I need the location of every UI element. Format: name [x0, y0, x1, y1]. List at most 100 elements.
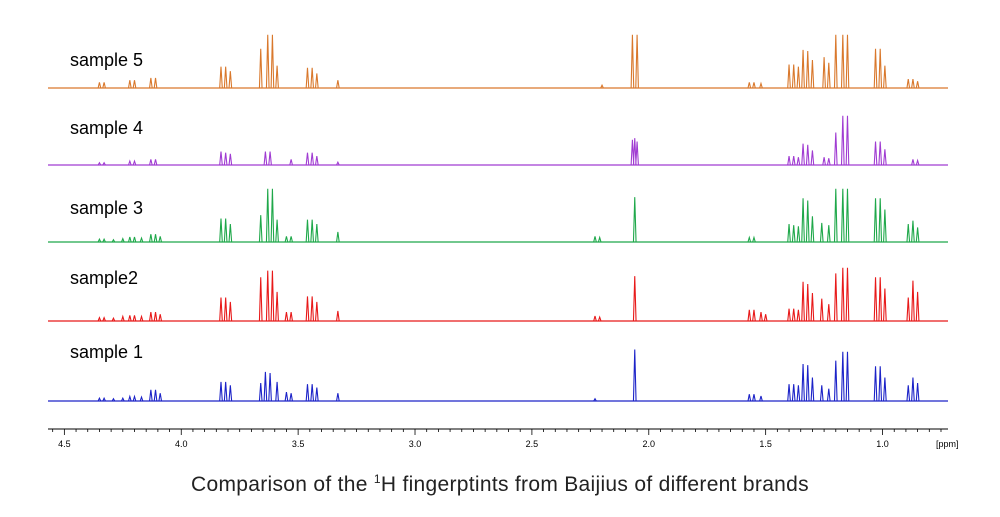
peak	[833, 34, 838, 89]
peak	[763, 314, 768, 322]
peak	[840, 115, 845, 166]
peak	[840, 188, 845, 243]
peak	[911, 280, 915, 322]
series-sample-5	[48, 34, 948, 89]
peak	[275, 291, 279, 322]
peak	[310, 384, 315, 402]
peak	[787, 224, 791, 243]
peak	[833, 132, 838, 166]
peak	[845, 267, 850, 322]
peak	[796, 309, 801, 322]
peak	[111, 397, 116, 402]
peak	[759, 81, 763, 89]
peak	[796, 385, 801, 402]
peak	[787, 308, 791, 322]
peak	[223, 152, 228, 166]
figure-caption: Comparison of the 1H fingerptints from B…	[0, 472, 1000, 497]
peak	[132, 80, 137, 89]
peak	[826, 225, 831, 243]
peak	[127, 159, 132, 166]
peak	[158, 393, 163, 402]
peak	[822, 157, 826, 166]
series-sample-3	[48, 188, 948, 243]
peak	[805, 144, 810, 166]
peak	[600, 83, 604, 89]
peak	[228, 385, 233, 402]
peak	[822, 57, 826, 89]
peak	[632, 197, 637, 243]
peak	[883, 288, 887, 322]
peak	[127, 236, 132, 243]
peak	[819, 222, 824, 243]
peak	[791, 308, 796, 322]
peak	[132, 394, 137, 402]
peak	[289, 311, 293, 322]
peak	[265, 188, 270, 243]
peak	[289, 236, 293, 243]
peak	[223, 297, 228, 322]
peak	[158, 314, 163, 322]
peak	[801, 49, 805, 89]
peak	[305, 219, 310, 243]
peak	[826, 158, 831, 166]
peak	[153, 234, 158, 243]
peak	[275, 65, 279, 89]
peak	[258, 48, 263, 89]
peak	[878, 48, 883, 89]
peak	[149, 311, 153, 322]
peak	[873, 366, 878, 402]
peak	[102, 396, 106, 402]
peak	[270, 34, 275, 89]
peak	[878, 366, 883, 402]
tick-label: 1.5	[759, 439, 772, 449]
peak	[791, 225, 796, 243]
tick-label: 4.5	[58, 439, 71, 449]
peak	[873, 141, 878, 166]
peak	[796, 226, 801, 243]
peak	[284, 311, 289, 322]
peak	[97, 316, 102, 322]
peak	[632, 349, 637, 402]
peak	[102, 82, 106, 89]
peak	[268, 151, 272, 166]
peak	[314, 73, 319, 89]
peak	[911, 220, 915, 243]
peak	[219, 297, 223, 322]
x-unit-label: [ppm]	[936, 439, 959, 449]
peak	[314, 224, 319, 243]
peak	[153, 159, 158, 166]
peak	[336, 310, 340, 322]
peak	[826, 388, 831, 402]
peak	[840, 34, 845, 89]
peak	[747, 235, 752, 243]
caption-prefix: Comparison of the	[191, 473, 374, 496]
peak	[915, 227, 920, 243]
peak	[752, 82, 756, 89]
peak	[915, 383, 920, 402]
peak	[139, 236, 144, 243]
peak	[149, 159, 153, 166]
peak	[228, 71, 233, 89]
peak	[906, 297, 911, 322]
peak	[819, 385, 824, 402]
peak	[759, 395, 763, 402]
peak	[845, 188, 850, 243]
peak	[275, 219, 279, 243]
peak	[263, 151, 268, 166]
tick-label: 4.0	[175, 439, 188, 449]
peak	[630, 34, 635, 89]
peak	[632, 276, 637, 322]
peak	[305, 296, 310, 322]
peak	[810, 59, 815, 89]
peak	[878, 198, 883, 243]
peak	[314, 387, 319, 402]
peak	[310, 152, 315, 166]
peak	[845, 34, 850, 89]
peak	[873, 198, 878, 243]
series-sample-4	[48, 115, 948, 166]
peak	[747, 309, 752, 322]
peak	[132, 159, 137, 166]
peak	[153, 389, 158, 402]
peak	[111, 316, 116, 322]
peak	[97, 237, 102, 243]
